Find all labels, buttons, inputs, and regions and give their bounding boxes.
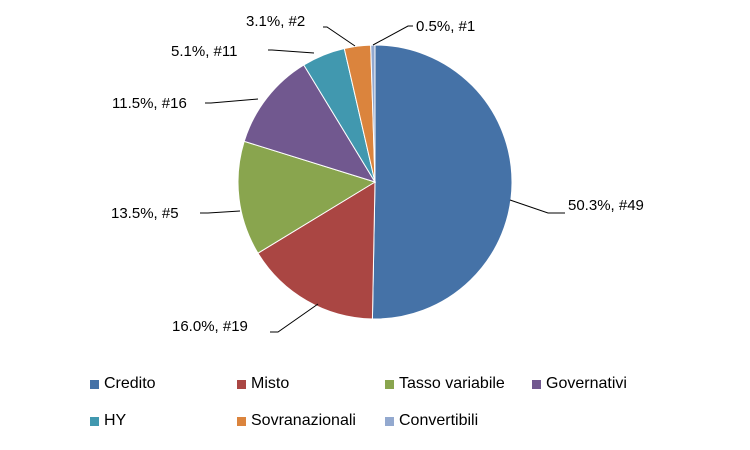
legend-item-sovranazionali: Sovranazionali [237, 411, 356, 431]
legend-swatch [237, 379, 246, 389]
leader-line [270, 303, 319, 333]
legend-label: Tasso variabile [399, 375, 505, 392]
legend-item-tasso-variabile: Tasso variabile [385, 374, 505, 394]
leader-line [200, 210, 241, 214]
legend-label: Misto [251, 375, 290, 392]
pie-slice-credito [371, 44, 513, 320]
data-label-convertibili: 0.5%, #1 [416, 18, 475, 35]
data-label-hy: 5.1%, #11 [171, 43, 237, 60]
legend-swatch [237, 416, 246, 426]
legend-label: Credito [104, 375, 156, 392]
legend-label: HY [104, 412, 127, 429]
pie-slice-governativi [243, 64, 377, 183]
data-labels: 50.3%, #49 16.0%, #19 13.5%, #5 11.5%, #… [111, 13, 644, 335]
legend-swatch [385, 379, 394, 389]
pie-slices [237, 44, 513, 320]
legend-item-governativi: Governativi [532, 374, 627, 394]
label-leaders [200, 25, 565, 333]
legend-swatch [532, 379, 541, 389]
pie-slice-tasso-variabile [237, 140, 377, 254]
legend-label: Sovranazionali [251, 412, 356, 429]
pie-slice-convertibili [370, 44, 376, 183]
legend-label: Convertibili [399, 412, 479, 429]
legend-swatch [385, 416, 394, 426]
data-label-misto: 16.0%, #19 [172, 318, 248, 335]
leader-line [372, 25, 413, 46]
pie-slice-misto [257, 181, 376, 320]
legend-swatch [90, 416, 99, 426]
leader-line [268, 49, 315, 54]
legend-swatch [90, 379, 99, 389]
leader-line [323, 26, 356, 47]
leader-line [509, 199, 565, 214]
legend-label: Governativi [546, 375, 627, 392]
data-label-tasso-variabile: 13.5%, #5 [111, 205, 179, 222]
data-label-governativi: 11.5%, #16 [112, 95, 187, 112]
leader-line [205, 98, 259, 104]
legend-item-hy: HY [90, 411, 126, 431]
legend-item-misto: Misto [237, 374, 289, 394]
data-label-credito: 50.3%, #49 [568, 197, 644, 214]
legend-item-convertibili: Convertibili [385, 411, 478, 431]
legend-item-credito: Credito [90, 374, 156, 394]
data-label-sovranazionali: 3.1%, #2 [246, 13, 305, 30]
